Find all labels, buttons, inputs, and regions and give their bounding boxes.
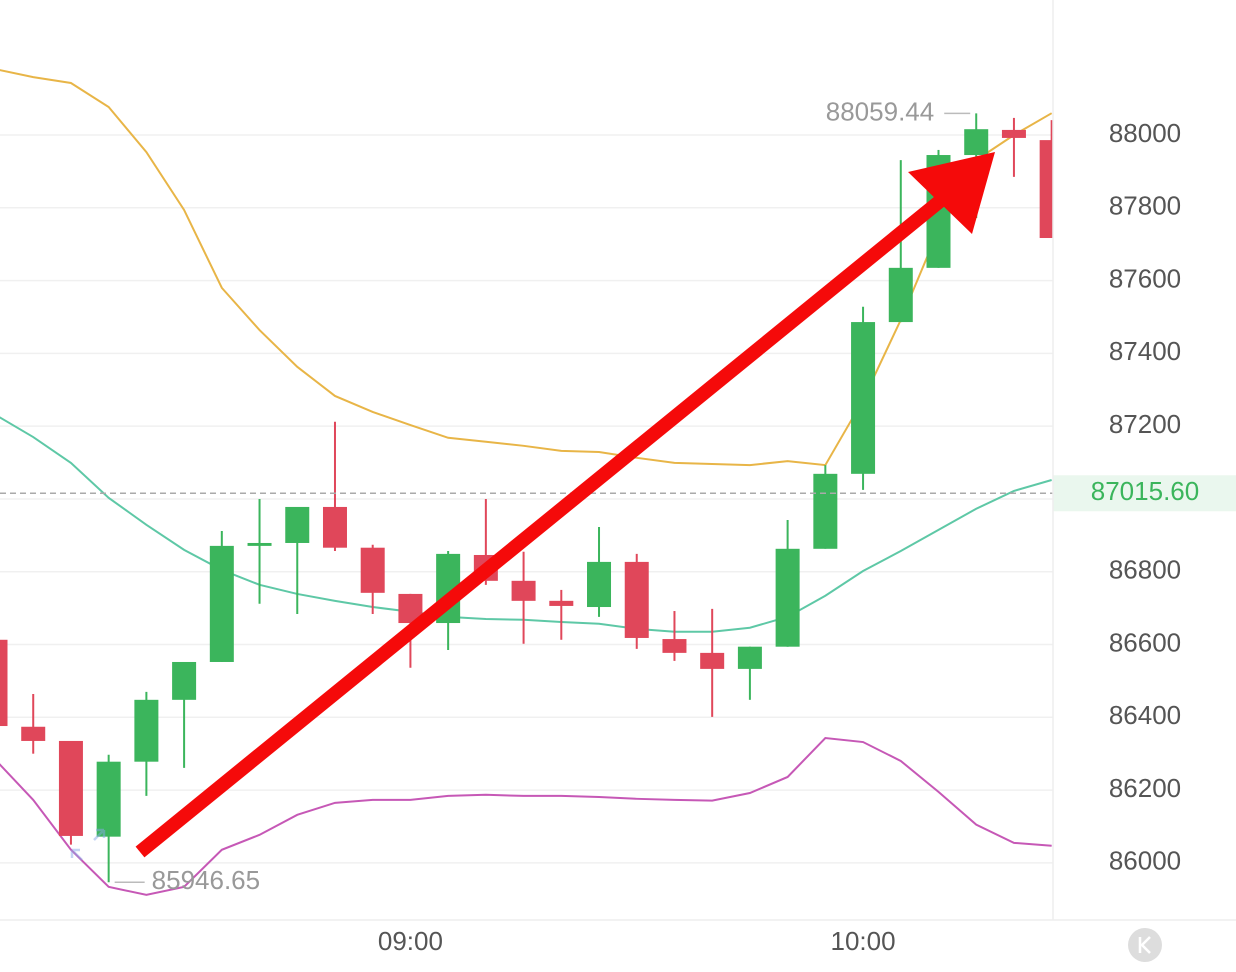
overlays: 87015.60 88059.44 85946.65 (0, 96, 1236, 895)
candle-body (587, 561, 612, 608)
candle-body (0, 639, 8, 727)
candle-body (58, 740, 83, 836)
candle-body (662, 639, 687, 653)
candle-body (624, 561, 649, 638)
y-tick-label: 86800 (1109, 555, 1181, 585)
candle-body (285, 506, 310, 543)
candle-body (813, 473, 838, 549)
k-button-bg (1128, 928, 1162, 962)
band-line (0, 736, 1052, 896)
bands (0, 69, 1053, 896)
candle-body (964, 129, 989, 156)
candle-body (209, 545, 234, 662)
arrow-head (908, 152, 995, 234)
candle-body (737, 646, 762, 669)
candle-body (247, 542, 272, 546)
y-tick-label: 87200 (1109, 409, 1181, 439)
last-price-label: 87015.60 (1091, 476, 1199, 506)
y-tick-label: 86000 (1109, 846, 1181, 876)
trend-arrow (135, 152, 995, 858)
x-tick-label: 09:00 (378, 926, 443, 956)
band-line (0, 69, 1053, 467)
arrow-shaft (135, 191, 950, 858)
candle-body (134, 699, 159, 762)
x-tick-label: 10:00 (831, 926, 896, 956)
candle-body (888, 267, 913, 323)
y-tick-label: 86400 (1109, 700, 1181, 730)
candle-body (511, 580, 536, 601)
k-glyph (1138, 936, 1151, 954)
candle-body (172, 661, 197, 700)
candle-body (775, 548, 800, 647)
candle-body (96, 761, 121, 837)
candle-body (1001, 129, 1026, 138)
candle-body (21, 726, 46, 741)
min-label: 85946.65 (152, 865, 260, 895)
max-label: 88059.44 (826, 96, 934, 126)
expand-icon[interactable] (70, 828, 106, 861)
last-price-bg (1053, 475, 1236, 512)
y-tick-label: 86200 (1109, 773, 1181, 803)
y-tick-label: 88000 (1109, 118, 1181, 148)
y-tick-label: 87600 (1109, 263, 1181, 293)
candle-body (549, 600, 574, 606)
k-button[interactable] (1128, 928, 1162, 962)
candle-body (1039, 140, 1053, 239)
y-tick-label: 86600 (1109, 627, 1181, 657)
candle-body (322, 506, 347, 548)
candle-body (851, 322, 876, 474)
expand-glyph (70, 828, 106, 861)
y-tick-label: 87400 (1109, 336, 1181, 366)
candle-body (360, 547, 385, 593)
candle-body (700, 652, 725, 669)
y-tick-label: 87800 (1109, 191, 1181, 221)
